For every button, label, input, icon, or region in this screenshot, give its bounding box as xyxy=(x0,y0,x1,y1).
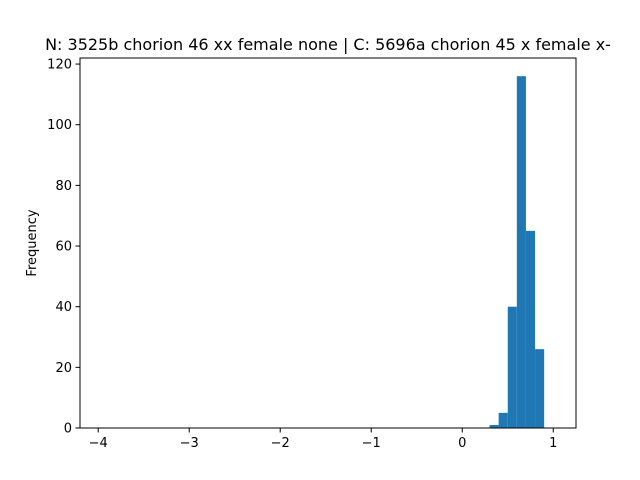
x-tick-label: −1 xyxy=(362,436,381,451)
histogram-bar-5 xyxy=(535,349,545,428)
y-tick-label: 40 xyxy=(55,300,72,315)
y-tick-label: 60 xyxy=(55,240,72,255)
histogram-bar-3 xyxy=(516,76,526,428)
x-tick-label: −4 xyxy=(89,436,108,451)
histogram-bar-1 xyxy=(498,412,508,428)
x-tick-label: −3 xyxy=(180,436,199,451)
y-axis-ticks: 0 20 40 60 80 100 120 xyxy=(47,58,80,437)
histogram-bar-0 xyxy=(489,424,499,428)
y-tick-label: 80 xyxy=(55,179,72,194)
y-tick-label: 100 xyxy=(47,118,72,133)
x-tick-label: −2 xyxy=(271,436,290,451)
bars-group xyxy=(489,76,545,428)
y-tick-label: 120 xyxy=(47,58,72,73)
x-tick-label: 1 xyxy=(549,436,557,451)
plot-area-frame xyxy=(79,57,577,429)
histogram-bar-4 xyxy=(525,230,536,428)
y-tick-label: 0 xyxy=(64,422,72,437)
y-axis-label: Frequency xyxy=(25,209,40,276)
x-axis-ticks: −4 −3 −2 −1 0 1 xyxy=(89,428,557,451)
y-tick-label: 20 xyxy=(55,361,72,376)
histogram-bar-2 xyxy=(507,306,517,428)
x-tick-label: 0 xyxy=(458,436,466,451)
chart-title: N: 3525b chorion 46 xx female none | C: … xyxy=(45,35,611,54)
